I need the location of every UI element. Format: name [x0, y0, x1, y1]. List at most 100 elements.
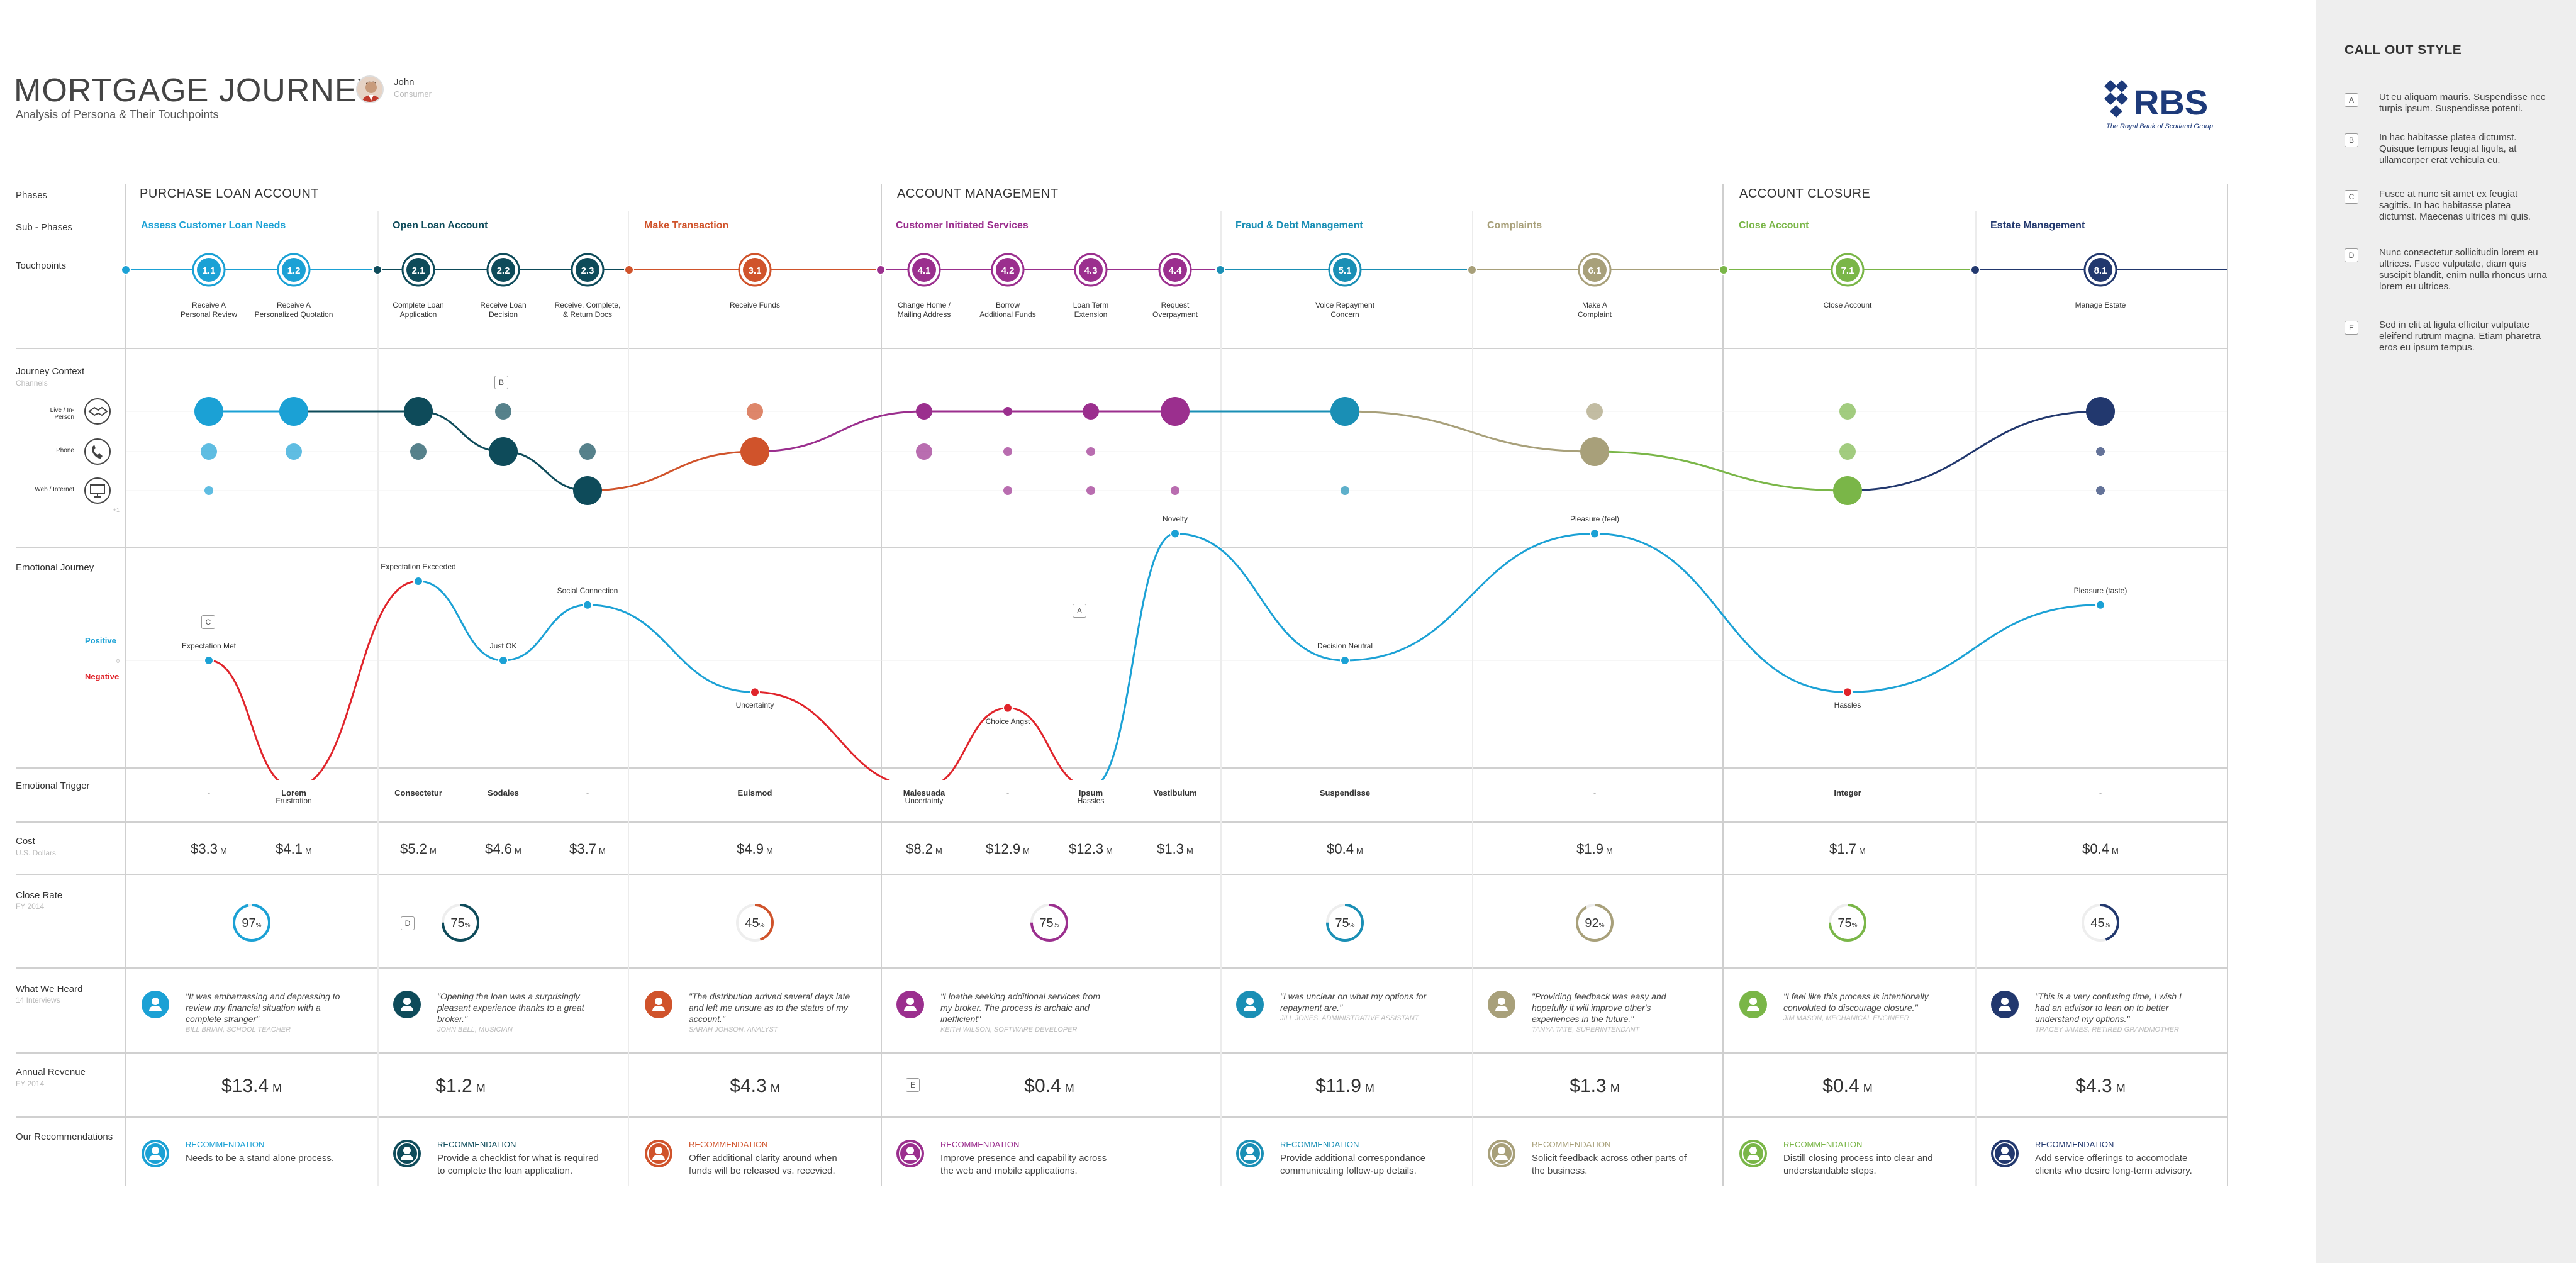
close-rate-arc: [233, 904, 270, 942]
quote-text: "This is a very confusing time, I wish I…: [2035, 991, 2182, 1024]
revenue-amount: $11.9: [1315, 1076, 1361, 1096]
close-rate-value: 75%: [1335, 916, 1354, 930]
revenue-unit: M: [770, 1082, 780, 1094]
close-rate-arc: [442, 904, 479, 942]
touchpoint-node: 2.3: [571, 253, 605, 287]
divider: [16, 767, 2227, 769]
row-label-annual-revenue: Annual Revenue: [16, 1067, 86, 1077]
touchpoint-id: 4.1: [918, 265, 931, 276]
cost-value: $12.9 M: [961, 841, 1055, 857]
channel-bubble: [1580, 437, 1609, 466]
row-label-touchpoints: Touchpoints: [16, 260, 67, 271]
touchpoint-id: 6.1: [1588, 265, 1602, 276]
recommendation-text: Provide a checklist for what is required…: [437, 1153, 599, 1176]
cost-value: $3.7 M: [540, 841, 635, 857]
cost-value: $4.9 M: [708, 841, 802, 857]
revenue-amount: $1.3: [1570, 1076, 1607, 1096]
emotion-label: Hassles: [1834, 701, 1861, 710]
channel-bubble: [404, 397, 433, 426]
cost-amount: $3.7: [569, 841, 596, 857]
recommendation-icon: [1236, 1140, 1264, 1167]
touchpoint-label: Request Overpayment: [1152, 301, 1198, 319]
callout-text: In hac habitasse platea dictumst. Quisqu…: [2379, 132, 2517, 165]
recommendation-heading: RECOMMENDATION: [1783, 1140, 1863, 1149]
close-rate-value: 92%: [1585, 916, 1604, 930]
touchpoint-label: Receive, Complete, & Return Docs: [554, 301, 621, 319]
close-rate-value: 75%: [450, 916, 470, 930]
user-avatar: [1236, 991, 1264, 1018]
subphase-label: Estate Management: [1990, 220, 2085, 231]
emotion-curve-segment: [942, 707, 1008, 780]
user-icon: [142, 991, 169, 1018]
cost-value: $4.1 M: [247, 841, 341, 857]
row-sub-interviews: 14 Interviews: [16, 996, 60, 1004]
emotional-trigger: Sodales: [488, 788, 519, 798]
person-icon: [357, 77, 382, 102]
emotion-label: Hassles: [1077, 796, 1105, 805]
channel-bubble: [916, 443, 932, 460]
subphase-marker: [121, 265, 131, 275]
touchpoint-node: 4.2: [991, 253, 1025, 287]
revenue-amount: $4.3: [730, 1076, 767, 1096]
revenue-value: $13.4 M: [189, 1076, 315, 1097]
close-rate-value: 45%: [2090, 916, 2110, 930]
emotional-trigger: Integer: [1834, 788, 1861, 798]
close-rate-arc: [1326, 904, 1364, 942]
recommendation-heading: RECOMMENDATION: [437, 1140, 516, 1149]
channel-bubble: [1586, 403, 1603, 420]
recommendation-avatar: [645, 1140, 672, 1167]
row-sub-cost: U.S. Dollars: [16, 848, 57, 857]
cost-unit: M: [766, 846, 773, 855]
emotion-curve-segment: [503, 604, 588, 662]
channel-bubble: [286, 443, 302, 460]
quote-author: JILL JONES, ADMINISTRATIVE ASSISTANT: [1280, 1015, 1419, 1022]
close-rate-arc: [1576, 904, 1614, 942]
channel-path: [1344, 410, 1595, 453]
channel-bubble: [1086, 447, 1095, 456]
touchpoint-node: 4.3: [1074, 253, 1108, 287]
touchpoint-node: 4.1: [907, 253, 941, 287]
cost-amount: $3.3: [191, 841, 218, 857]
emotion-point: [1590, 528, 1600, 539]
emotion-label: Just OK: [489, 642, 517, 650]
cost-value: $1.9 M: [1547, 841, 1642, 857]
emotion-curve-segment: [1847, 604, 2101, 693]
handshake-icon: [84, 398, 111, 425]
touchpoint-node: 8.1: [2083, 253, 2117, 287]
cost-amount: $1.3: [1157, 841, 1184, 857]
monitor-icon: [84, 477, 111, 504]
user-avatar: [1488, 991, 1515, 1018]
emotion-curve-segment: [418, 580, 504, 662]
channel-label: Phone: [56, 447, 74, 454]
touchpoint-id: 4.4: [1169, 265, 1183, 276]
recommendation-avatar: [393, 1140, 421, 1167]
recommendation-avatar: [1488, 1140, 1515, 1167]
emotion-axis-tick: 0: [116, 658, 120, 664]
subphase-separator: [1975, 211, 1977, 1186]
subphase-label: Make Transaction: [644, 220, 729, 231]
rbs-logo: RBS The Royal Bank of Scotland Group: [2104, 79, 2229, 136]
close-rate-donut: 75%: [1028, 901, 1071, 944]
touchpoint-label: Borrow Additional Funds: [979, 301, 1036, 319]
close-rate-donut: 92%: [1573, 901, 1616, 944]
quote-author: TANYA TATE, SUPERINTENDANT: [1532, 1026, 1640, 1033]
revenue-unit: M: [476, 1082, 486, 1094]
touchpoint-label: Change Home / Mailing Address: [897, 301, 951, 319]
close-rate-value: 75%: [1837, 916, 1857, 930]
row-label-what-we-heard: What We Heard: [16, 984, 83, 994]
channel-bubble: [1083, 403, 1099, 420]
recommendation-icon: [393, 1140, 421, 1167]
recommendation-avatar: [896, 1140, 924, 1167]
persona-avatar: [356, 75, 384, 103]
emotion-point: [1003, 703, 1013, 713]
revenue-amount: $1.2: [435, 1076, 472, 1096]
row-label-subphases: Sub - Phases: [16, 222, 73, 233]
recommendation-text: Provide additional correspondance commun…: [1280, 1153, 1425, 1176]
callout-badge: A: [2345, 93, 2358, 107]
row-label-emotional-journey: Emotional Journey: [16, 562, 94, 573]
revenue-value: $11.9 M: [1282, 1076, 1408, 1097]
revenue-unit: M: [1064, 1082, 1074, 1094]
phase-separator: [125, 184, 126, 1186]
revenue-value: $0.4 M: [986, 1076, 1112, 1097]
emotion-point: [413, 576, 423, 586]
